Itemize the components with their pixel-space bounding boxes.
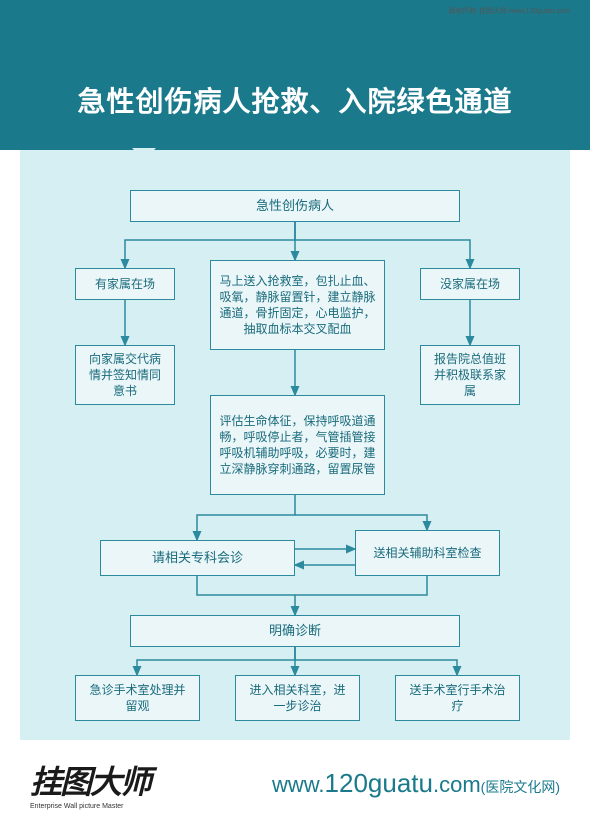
flowchart-node-n9: 送相关辅助科室检查 (355, 530, 500, 576)
url-suffix: .com (433, 772, 481, 797)
flowchart-node-n7: 评估生命体征，保持呼吸道通畅，呼吸停止者，气管插管接呼吸机辅助呼吸，必要时，建立… (210, 395, 385, 495)
url-note: (医院文化网) (481, 779, 560, 795)
footer-url: www.120guatu.com(医院文化网) (272, 768, 560, 799)
flowchart-area: 急性创伤病人有家属在场 马上送入抢救室，包扎止血、吸氧，静脉留置针，建立静脉通道，… (20, 150, 570, 740)
flowchart-node-n5: 向家属交代病情并签知情同意书 (75, 345, 175, 405)
logo: 挂图大师 Enterprise Wall picture Master (30, 757, 150, 810)
flowchart-node-n4: 没家属在场 (420, 268, 520, 300)
flowchart-node-n10: 明确诊断 (130, 615, 460, 647)
logo-subtitle: Enterprise Wall picture Master (30, 803, 150, 810)
footer: 挂图大师 Enterprise Wall picture Master www.… (0, 740, 590, 826)
flowchart-node-n2: 有家属在场 (75, 268, 175, 300)
flowchart-node-n1: 急性创伤病人 (130, 190, 460, 222)
edge-7 (295, 515, 427, 530)
page-title: 急性创伤病人抢救、入院绿色通道 (0, 0, 590, 120)
flowchart-node-n13: 送手术室行手术治疗 (395, 675, 520, 721)
logo-text: 挂图大师 (30, 757, 150, 803)
header-banner: 急性创伤病人抢救、入院绿色通道 (0, 0, 590, 150)
flowchart-node-n3: 马上送入抢救室，包扎止血、吸氧，静脉留置针，建立静脉通道，骨折固定，心电监护，抽… (210, 260, 385, 350)
flowchart-node-n11: 急诊手术室处理并留观 (75, 675, 200, 721)
edge-10 (197, 576, 295, 615)
pointer-fill (132, 148, 156, 160)
flowchart-node-n12: 进入相关科室，进一步诊治 (235, 675, 360, 721)
edge-6 (197, 495, 295, 540)
watermark: 版权所有·挂图大师 www.120guatu.com (449, 6, 570, 16)
url-main: 120guatu (325, 768, 433, 798)
url-prefix: www. (272, 772, 325, 797)
flowchart-node-n8: 请相关专科会诊 (100, 540, 295, 576)
edge-12 (137, 647, 295, 675)
flowchart-node-n6: 报告院总值班并积极联系家属 (420, 345, 520, 405)
edge-14 (295, 647, 457, 675)
edge-11 (295, 576, 427, 595)
